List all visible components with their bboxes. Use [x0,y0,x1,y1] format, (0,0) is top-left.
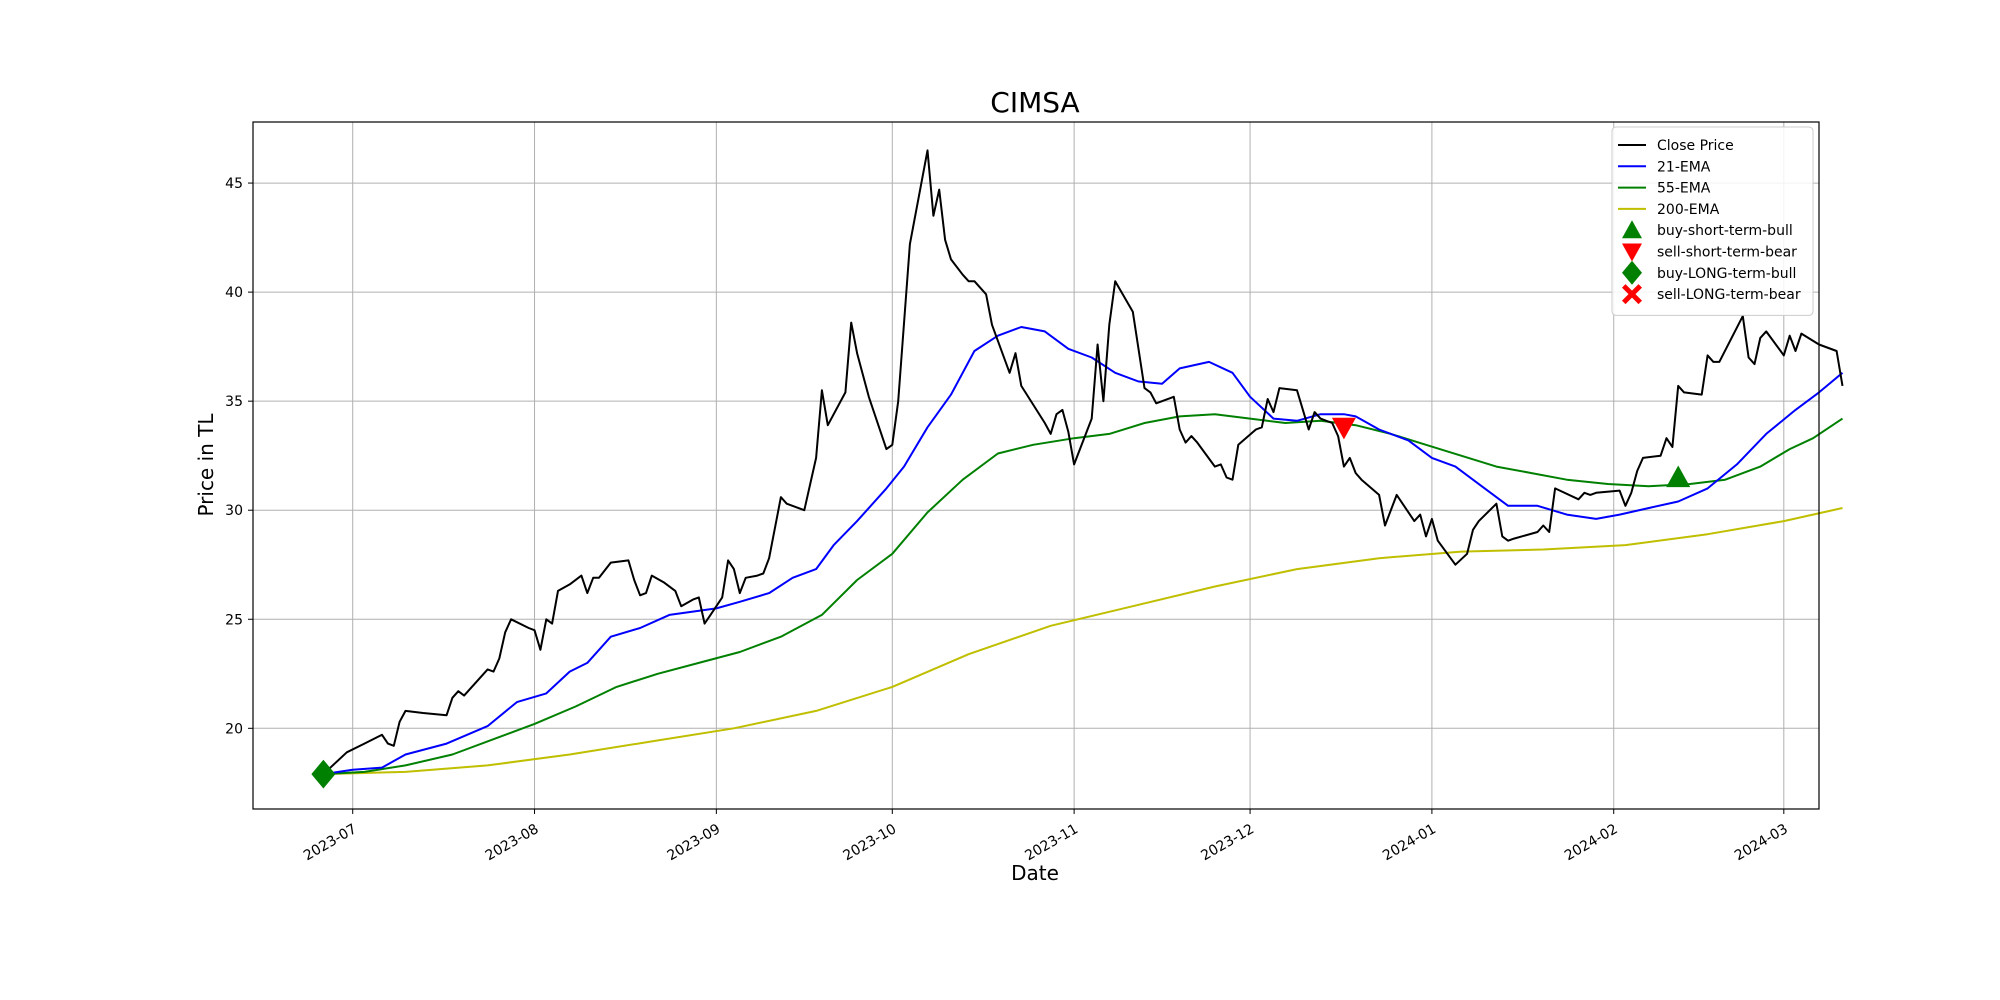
chart-title: CIMSA [990,86,1079,119]
marker-sell-short-term-bear [1331,417,1356,440]
legend-label-55-ema: 55-EMA [1657,181,1711,197]
y-axis: 20 25 30 35 40 45 [225,176,253,737]
y-axis-title: Price in TL [194,413,218,517]
plot-frame [252,121,1820,810]
grid [253,122,1819,809]
legend: Close Price 21-EMA 55-EMA 200-EMA buy-short-… [1611,126,1814,316]
legend-label-buy-short-term-bull: buy-short-term-bull [1657,223,1793,239]
marker-layer [311,417,1691,789]
legend-label-close-price: Close Price [1657,138,1734,154]
x-axis-title: Date [1011,861,1059,885]
y-tick-label: 25 [225,612,243,628]
y-tick-label: 20 [225,721,243,737]
y-tick-label: 40 [225,285,243,301]
series-line-close-price [322,149,1844,775]
series-layer [322,149,1844,776]
legend-label-sell-long-term-bear: sell-LONG-term-bear [1657,287,1801,303]
legend-swatch-buy-short-term-bull [1622,220,1642,239]
legend-label-buy-long-term-bull: buy-LONG-term-bull [1657,266,1796,282]
y-tick-label: 35 [225,394,243,410]
legend-swatch-sell-long-term-bear [1622,284,1642,305]
series-line-200-ema [323,507,1843,776]
legend-swatch-buy-long-term-bull [1622,260,1642,285]
y-tick-label: 45 [225,176,243,192]
marker-buy-LONG-term-bull [311,759,336,789]
legend-swatch-sell-short-term-bear [1622,243,1642,262]
legend-label-200-ema: 200-EMA [1657,202,1720,218]
series-line-21-ema [323,326,1844,776]
marker-buy-short-term-bull [1666,465,1691,488]
legend-label-sell-short-term-bear: sell-short-term-bear [1657,245,1797,261]
legend-label-21-ema: 21-EMA [1657,159,1711,175]
y-tick-label: 30 [225,503,243,519]
series-line-55-ema [323,413,1844,776]
legend-box [1611,126,1814,316]
